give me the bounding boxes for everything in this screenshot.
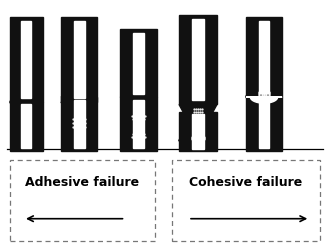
- Bar: [259, 100, 269, 148]
- Bar: [192, 114, 204, 149]
- Polygon shape: [120, 97, 157, 112]
- Polygon shape: [10, 102, 43, 119]
- Bar: [10, 102, 43, 151]
- Polygon shape: [61, 87, 97, 97]
- Bar: [61, 97, 97, 151]
- Bar: [17, 119, 36, 124]
- FancyBboxPatch shape: [10, 160, 155, 241]
- Text: Adhesive failure: Adhesive failure: [25, 176, 140, 189]
- Bar: [17, 97, 36, 102]
- Bar: [179, 112, 217, 151]
- Bar: [21, 104, 31, 148]
- Bar: [10, 17, 43, 102]
- Bar: [259, 21, 269, 93]
- Bar: [246, 97, 282, 151]
- Bar: [120, 29, 157, 97]
- Bar: [74, 100, 84, 148]
- Bar: [246, 17, 282, 97]
- Bar: [72, 92, 86, 97]
- Polygon shape: [246, 97, 282, 103]
- Text: Cohesive failure: Cohesive failure: [189, 176, 303, 189]
- Polygon shape: [129, 112, 148, 141]
- Polygon shape: [67, 117, 91, 146]
- Polygon shape: [10, 85, 43, 102]
- Polygon shape: [179, 133, 217, 141]
- Polygon shape: [246, 90, 282, 97]
- Bar: [192, 19, 204, 100]
- Bar: [21, 21, 31, 98]
- Bar: [133, 33, 144, 94]
- Bar: [133, 100, 144, 148]
- Bar: [120, 97, 157, 151]
- Polygon shape: [120, 83, 157, 97]
- Bar: [74, 21, 84, 98]
- Polygon shape: [246, 97, 282, 102]
- Bar: [61, 17, 97, 102]
- Polygon shape: [61, 102, 97, 117]
- Polygon shape: [179, 104, 217, 141]
- Bar: [179, 15, 217, 104]
- FancyBboxPatch shape: [172, 160, 320, 241]
